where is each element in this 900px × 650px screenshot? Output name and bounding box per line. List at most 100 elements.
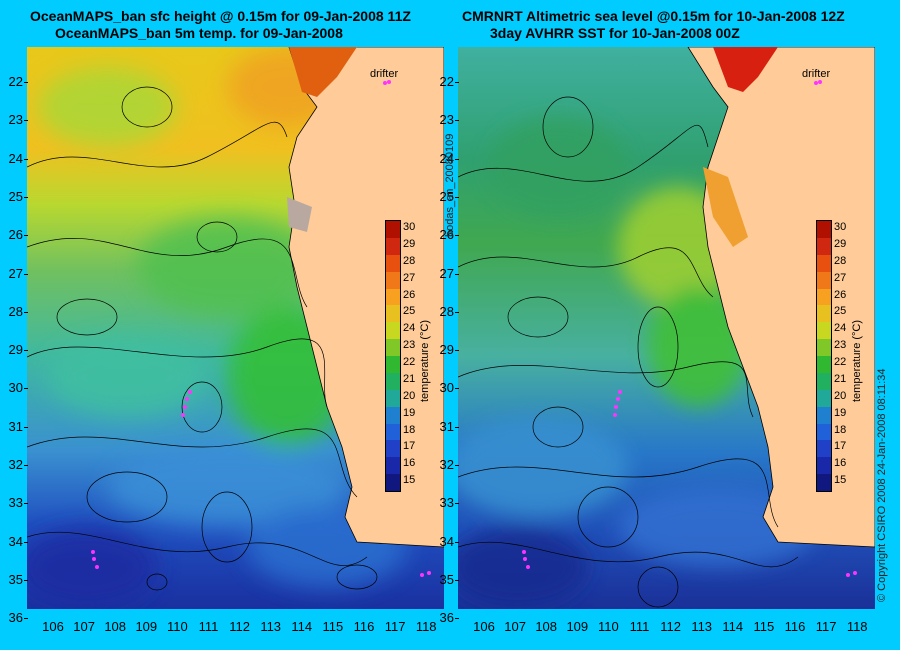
y-tick: [24, 158, 28, 160]
y-tick-label: 24: [8, 150, 23, 166]
y-tick-label: 29: [439, 342, 454, 358]
y-tick-label: 31: [8, 418, 23, 434]
colorbar-scale: [385, 220, 401, 492]
y-tick: [24, 235, 28, 237]
colorbar-label: 20: [834, 389, 847, 402]
colorbar-label: 18: [834, 423, 847, 436]
y-tick-label: 24: [439, 150, 454, 166]
colorbar-label: 15: [834, 474, 847, 487]
y-tick-label: 30: [8, 380, 23, 396]
y-tick-label: 33: [439, 495, 454, 511]
y-tick: [455, 235, 459, 237]
colorbar-label: 18: [403, 423, 416, 436]
y-tick-label: 31: [439, 418, 454, 434]
colorbar-label: 26: [403, 288, 416, 301]
y-tick: [455, 503, 459, 505]
colorbar-label: 28: [403, 254, 416, 267]
colorbar-label: 24: [403, 322, 416, 335]
y-tick: [455, 311, 459, 313]
x-tick-label: 107: [504, 619, 526, 634]
y-tick-label: 30: [439, 380, 454, 396]
x-tick-label: 118: [415, 619, 437, 634]
left-title-1: OceanMAPS_ban sfc height @ 0.15m for 09-…: [30, 8, 411, 24]
drifter-label-left: drifter: [370, 68, 399, 80]
y-tick-label: 25: [8, 188, 23, 204]
y-tick-label: 25: [439, 188, 454, 204]
y-tick: [24, 196, 28, 198]
y-tick: [455, 273, 459, 275]
colorbar-label: 19: [834, 406, 847, 419]
x-tick-label: 111: [629, 619, 650, 634]
y-tick-label: 36: [439, 610, 454, 626]
y-tick-label: 27: [439, 265, 454, 281]
colorbar-label: 22: [834, 356, 847, 368]
drifter-label-right: drifter: [802, 68, 831, 80]
colorbar-label: 20: [403, 389, 416, 402]
colorbar-label: 26: [834, 288, 847, 301]
x-tick-label: 109: [135, 619, 158, 634]
y-tick-label: 34: [439, 533, 454, 549]
y-tick-label: 33: [8, 495, 23, 511]
y-tick: [24, 465, 28, 466]
x-tick-label: 118: [846, 619, 868, 634]
drifter-tracks: [91, 80, 431, 577]
left-map-panel: [27, 47, 444, 609]
colorbar-scale: [816, 220, 832, 492]
right-map-panel: [458, 47, 875, 609]
y-tick: [24, 503, 28, 505]
x-tick-label: 114: [722, 619, 744, 634]
x-tick-label: 115: [753, 619, 775, 634]
colorbar-title-left: temperature (°C): [419, 319, 431, 402]
colorbar-label: 16: [403, 457, 416, 470]
colorbar-label: 27: [403, 271, 416, 284]
y-tick-label: 28: [8, 303, 23, 319]
x-tick-label: 113: [691, 619, 713, 634]
y-tick: [455, 350, 459, 352]
x-tick-label: 116: [353, 619, 375, 634]
y-tick-label: 22: [8, 74, 23, 89]
y-tick: [24, 579, 28, 581]
colorbar-label: 17: [403, 440, 416, 453]
y-tick-label: 32: [8, 457, 23, 472]
colorbar-label: 29: [403, 237, 416, 250]
y-tick: [455, 579, 459, 581]
colorbar-label: 28: [834, 254, 847, 267]
x-tick-label: 117: [815, 619, 837, 634]
y-tick-label: 22: [439, 74, 454, 89]
left-title-2: OceanMAPS_ban 5m temp. for 09-Jan-2008: [55, 25, 343, 41]
y-tick-label: 32: [439, 457, 454, 472]
y-tick: [24, 311, 28, 313]
y-tick: [455, 541, 459, 543]
right-map: [458, 47, 875, 609]
copyright-text: © Copyright CSIRO 2008 24-Jan-2008 08:11…: [876, 368, 888, 602]
y-tick: [24, 388, 28, 390]
y-tick: [24, 618, 28, 620]
x-tick-label: 110: [167, 619, 188, 634]
colorbar-label: 22: [403, 356, 416, 368]
colorbar-label: 25: [834, 305, 847, 318]
colorbar-label: 17: [834, 440, 847, 453]
x-tick-label: 108: [104, 619, 127, 634]
x-tick-label: 110: [598, 619, 619, 634]
y-tick-label: 28: [439, 303, 454, 319]
x-tick-label: 114: [291, 619, 313, 634]
y-tick-label: 26: [8, 227, 23, 243]
colorbar-label: 21: [834, 372, 847, 385]
altimetry-contours: [458, 96, 799, 608]
y-tick: [24, 120, 28, 122]
x-tick-label: 107: [73, 619, 95, 634]
colorbar-label: 30: [403, 221, 416, 233]
x-tick-label: 109: [566, 619, 589, 634]
colorbar-label: 27: [834, 271, 847, 284]
y-tick: [455, 120, 459, 122]
australia-landmass: [288, 47, 444, 548]
x-tick-label: 112: [660, 619, 681, 634]
y-tick-label: 35: [439, 571, 454, 587]
sea-height-contours: [27, 86, 378, 591]
x-tick-label: 117: [384, 619, 406, 634]
colorbar-label: 25: [403, 305, 416, 318]
y-tick-label: 23: [8, 112, 23, 128]
colorbar-label: 16: [834, 457, 847, 470]
colorbar-label: 24: [834, 322, 847, 335]
y-tick: [24, 541, 28, 543]
